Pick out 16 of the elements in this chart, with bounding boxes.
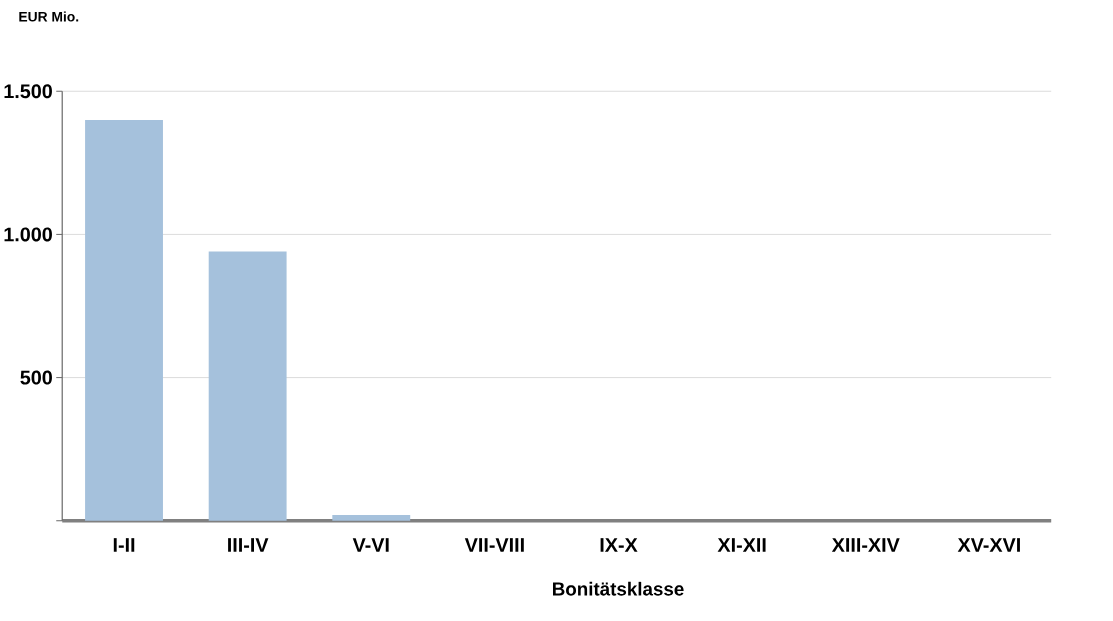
x-tick-label: IX-X bbox=[600, 538, 638, 552]
y-tick-label: 500 bbox=[20, 370, 52, 385]
x-tick-label: XV-XVI bbox=[957, 538, 1020, 552]
bar bbox=[85, 119, 163, 521]
x-tick-label: XIII-XIV bbox=[831, 538, 900, 552]
x-tick-label: I-II bbox=[113, 538, 135, 552]
x-axis-title: Bonitätsklasse bbox=[553, 581, 684, 596]
y-tick-label: 1.500 bbox=[4, 84, 52, 99]
text: EUR Mio. bbox=[19, 11, 79, 22]
bar bbox=[332, 515, 411, 521]
x-tick-label: V-VI bbox=[352, 538, 389, 552]
x-tick-label: III-IV bbox=[228, 538, 269, 552]
x-tick-label: XI-XII bbox=[717, 538, 766, 552]
y-tick-label: 1.000 bbox=[4, 227, 52, 242]
bar bbox=[208, 251, 287, 521]
x-tick-label: VII-VIII bbox=[464, 538, 524, 552]
